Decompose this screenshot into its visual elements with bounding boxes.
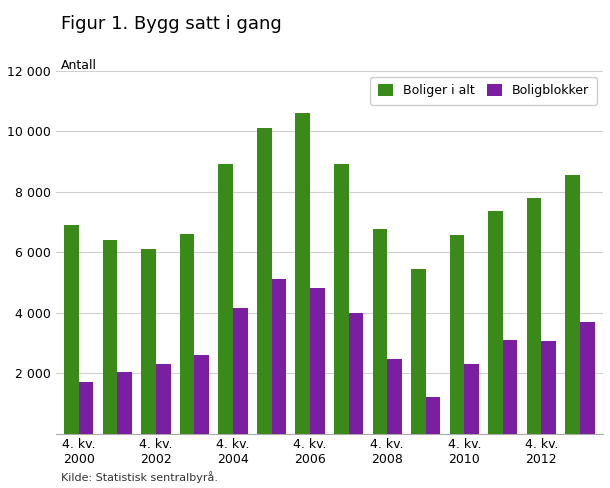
Bar xyxy=(411,269,426,433)
Bar xyxy=(79,382,93,433)
Bar xyxy=(117,371,132,433)
Bar xyxy=(142,249,156,433)
Bar xyxy=(233,308,248,433)
Bar xyxy=(565,175,580,433)
Bar xyxy=(310,288,325,433)
Bar xyxy=(349,312,364,433)
Bar xyxy=(450,235,464,433)
Bar xyxy=(156,364,171,433)
Bar xyxy=(542,341,556,433)
Bar xyxy=(218,164,233,433)
Bar xyxy=(295,113,310,433)
Bar xyxy=(488,211,503,433)
Bar xyxy=(102,240,117,433)
Bar xyxy=(503,340,517,433)
Bar xyxy=(64,225,79,433)
Bar xyxy=(271,279,286,433)
Bar xyxy=(257,128,271,433)
Bar xyxy=(426,397,440,433)
Bar xyxy=(387,360,402,433)
Bar xyxy=(373,229,387,433)
Bar xyxy=(195,355,209,433)
Text: Figur 1. Bygg satt i gang: Figur 1. Bygg satt i gang xyxy=(61,15,282,33)
Bar xyxy=(464,364,479,433)
Text: Antall: Antall xyxy=(61,59,97,72)
Bar xyxy=(580,322,595,433)
Bar xyxy=(334,164,349,433)
Bar xyxy=(180,234,195,433)
Legend: Boliger i alt, Boligblokker: Boliger i alt, Boligblokker xyxy=(370,77,597,105)
Text: Kilde: Statistisk sentralbyrå.: Kilde: Statistisk sentralbyrå. xyxy=(61,471,218,483)
Bar xyxy=(526,198,542,433)
